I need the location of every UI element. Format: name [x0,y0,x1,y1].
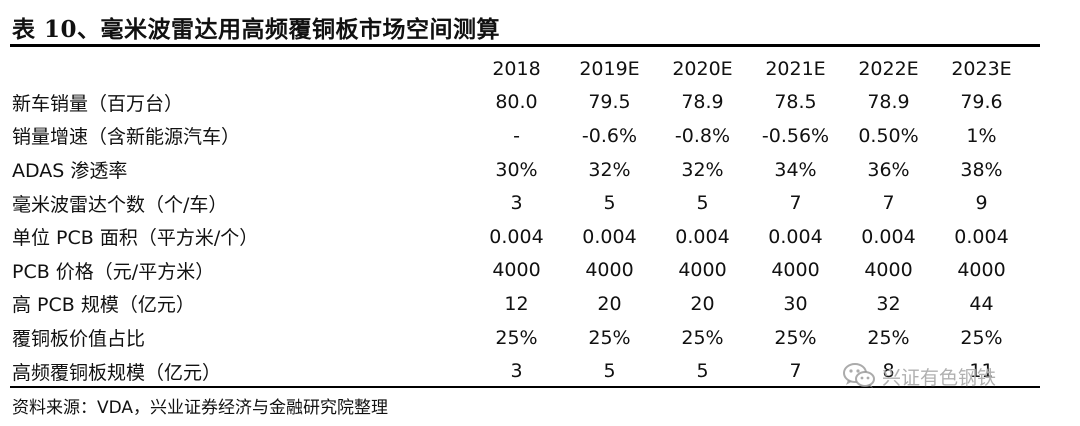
table-cell: 4000 [492,259,541,282]
table-cell: 4000 [585,259,634,282]
table-cell: 32% [588,158,631,181]
table-cell: 4000 [771,259,820,282]
row-label: 毫米波雷达个数（个/车） [12,193,228,216]
table-cell: 20 [597,292,622,315]
table-cell: 78.9 [867,91,910,114]
row-label: 高频覆铜板规模（亿元） [12,361,222,384]
top-rule [10,44,1040,47]
table-cell: 78.9 [681,91,724,114]
table-cell: 0.50% [858,124,919,147]
table-cell: 7 [789,360,802,383]
data-table: 2018 2019E 2020E 2021E 2022E 2023E 新车销量（… [12,52,1028,388]
table-row: PCB 价格（元/平方米） 4000 4000 4000 4000 4000 4… [12,254,1028,288]
table-row: ADAS 渗透率 30% 32% 32% 34% 36% 38% [12,153,1028,187]
row-label: 销量增速（含新能源汽车） [12,126,241,149]
table-cell: 44 [969,292,994,315]
table-cell: 25% [960,326,1003,349]
table-cell: 4000 [957,259,1006,282]
table-row: 单位 PCB 面积（平方米/个） 0.004 0.004 0.004 0.004… [12,220,1028,254]
table-cell: - [513,124,520,147]
table-cell: -0.56% [761,124,830,147]
row-label: 高 PCB 规模（亿元） [12,294,195,317]
table-cell: 0.004 [861,225,916,248]
table-cell: 5 [696,360,709,383]
source-note: 资料来源：VDA，兴业证券经济与金融研究院整理 [12,398,389,418]
table-cell: 0.004 [582,225,637,248]
table-cell: 0.004 [954,225,1009,248]
table-cell: 79.6 [960,91,1003,114]
table-cell: -0.8% [674,124,731,147]
table-cell: 0.004 [675,225,730,248]
table-row: 高 PCB 规模（亿元） 12 20 20 30 32 44 [12,287,1028,321]
table-row: 新车销量（百万台） 80.0 79.5 78.9 78.5 78.9 79.6 [12,86,1028,120]
header-cell: 2022E [858,57,919,80]
table-cell: -0.6% [581,124,638,147]
table-cell: 79.5 [588,91,631,114]
watermark-text: 兴证有色钢铁 [882,366,997,389]
bottom-rule [10,386,1040,388]
table-cell: 7 [882,192,895,215]
table-cell: 12 [504,292,529,315]
table-cell: 32% [681,158,724,181]
table-cell: 25% [681,326,724,349]
table-cell: 32 [876,292,901,315]
table-row: 高频覆铜板规模（亿元） 3 5 5 7 8 11 [12,354,1028,388]
table-cell: 4000 [678,259,727,282]
wechat-icon [842,362,876,390]
table-cell: 0.004 [768,225,823,248]
row-label: 单位 PCB 面积（平方米/个） [12,227,259,250]
table-cell: 3 [510,192,523,215]
header-cell: 2021E [765,57,826,80]
table-cell: 9 [975,192,988,215]
table-cell: 80.0 [495,91,538,114]
table-cell: 0.004 [489,225,544,248]
table-cell: 25% [588,326,631,349]
table-cell: 30% [495,158,538,181]
row-label: 新车销量（百万台） [12,92,184,115]
table-cell: 5 [696,192,709,215]
header-cell: 2018 [492,57,541,80]
table-cell: 30 [783,292,808,315]
table-row: 覆铜板价值占比 25% 25% 25% 25% 25% 25% [12,321,1028,355]
header-cell: 2023E [951,57,1012,80]
table-cell: 4000 [864,259,913,282]
table-cell: 3 [510,360,523,383]
table-cell: 11 [969,360,994,383]
table-cell: 34% [774,158,817,181]
table-cell: 25% [774,326,817,349]
header-cell: 2020E [672,57,733,80]
row-label: ADAS 渗透率 [12,160,128,183]
table-cell: 5 [603,360,616,383]
header-cell: 2019E [579,57,640,80]
header-row: 2018 2019E 2020E 2021E 2022E 2023E [12,52,1028,86]
table-cell: 20 [690,292,715,315]
watermark: 兴证有色钢铁 [842,362,996,390]
table-cell: 8 [882,360,895,383]
table-row: 销量增速（含新能源汽车） - -0.6% -0.8% -0.56% 0.50% … [12,119,1028,153]
table-cell: 7 [789,192,802,215]
table-cell: 25% [867,326,910,349]
table-cell: 5 [603,192,616,215]
table-cell: 1% [966,124,997,147]
table-cell: 25% [495,326,538,349]
header-cell [12,52,470,86]
table-row: 毫米波雷达个数（个/车） 3 5 5 7 7 9 [12,186,1028,220]
row-label: 覆铜板价值占比 [12,328,146,351]
table-cell: 78.5 [774,91,817,114]
table-title: 表 10、毫米波雷达用高频覆铜板市场空间测算 [12,16,501,43]
row-label: PCB 价格（元/平方米） [12,260,215,283]
table-cell: 36% [867,158,910,181]
table-cell: 38% [960,158,1003,181]
